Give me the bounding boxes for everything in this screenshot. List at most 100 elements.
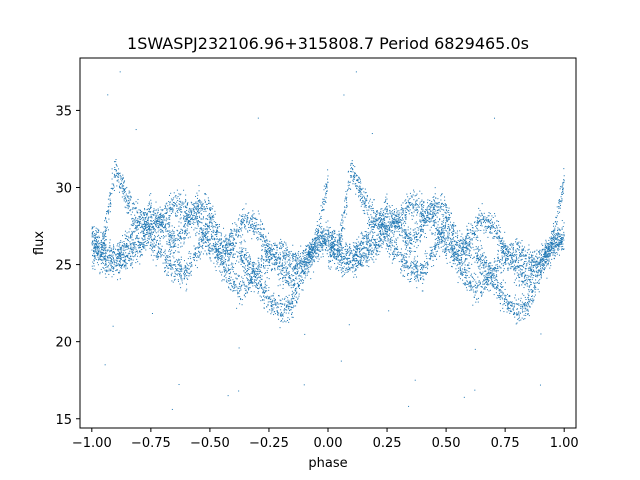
data-point bbox=[339, 249, 341, 251]
data-point bbox=[152, 244, 154, 246]
data-point bbox=[468, 282, 470, 284]
data-point bbox=[289, 257, 291, 259]
data-point bbox=[256, 278, 258, 280]
data-point bbox=[94, 257, 96, 259]
data-point bbox=[331, 255, 333, 257]
data-point bbox=[325, 240, 327, 242]
data-point bbox=[433, 248, 435, 250]
data-point bbox=[93, 240, 95, 242]
data-point bbox=[297, 286, 299, 288]
data-point bbox=[359, 195, 361, 197]
data-point bbox=[446, 219, 448, 221]
data-point bbox=[104, 233, 106, 235]
data-point bbox=[563, 233, 565, 235]
data-point bbox=[535, 255, 537, 257]
data-point bbox=[473, 291, 475, 293]
data-point bbox=[277, 258, 279, 259]
data-point bbox=[417, 270, 419, 272]
data-point bbox=[518, 314, 520, 316]
data-point bbox=[470, 275, 472, 277]
data-point bbox=[469, 286, 471, 288]
data-point bbox=[416, 260, 418, 262]
data-point bbox=[502, 251, 504, 253]
data-point bbox=[150, 233, 152, 235]
data-point bbox=[292, 254, 294, 256]
data-point bbox=[533, 299, 535, 301]
data-point bbox=[410, 262, 412, 264]
data-point bbox=[119, 187, 120, 189]
data-point bbox=[468, 285, 470, 287]
data-point bbox=[404, 276, 406, 278]
data-point bbox=[445, 206, 447, 208]
data-point bbox=[543, 255, 545, 257]
data-point bbox=[143, 235, 145, 237]
data-point bbox=[387, 244, 388, 246]
data-point bbox=[435, 205, 437, 207]
data-point bbox=[249, 279, 251, 281]
data-point bbox=[465, 274, 467, 276]
data-point bbox=[197, 210, 199, 212]
data-point bbox=[124, 238, 126, 240]
data-point bbox=[161, 254, 163, 256]
data-point bbox=[536, 272, 538, 274]
data-point bbox=[236, 286, 238, 288]
data-point bbox=[466, 283, 468, 285]
data-point bbox=[341, 218, 343, 220]
data-point bbox=[554, 255, 556, 257]
data-point bbox=[540, 274, 542, 276]
data-point bbox=[131, 233, 133, 235]
data-point bbox=[387, 238, 389, 240]
data-point bbox=[371, 238, 373, 240]
data-point bbox=[224, 271, 226, 273]
data-point bbox=[241, 251, 243, 253]
data-point bbox=[362, 197, 364, 199]
data-point bbox=[104, 236, 106, 238]
data-point bbox=[396, 252, 398, 254]
data-point bbox=[284, 257, 286, 259]
data-point bbox=[486, 277, 488, 279]
data-point bbox=[438, 243, 440, 245]
data-point bbox=[480, 254, 482, 256]
data-point bbox=[410, 264, 412, 266]
data-point bbox=[292, 256, 294, 258]
data-point bbox=[481, 292, 483, 294]
data-point bbox=[428, 257, 430, 259]
data-point bbox=[233, 281, 235, 283]
data-point bbox=[535, 279, 537, 281]
data-point bbox=[551, 238, 553, 240]
data-point bbox=[176, 269, 178, 271]
data-point bbox=[341, 246, 343, 248]
data-point bbox=[343, 212, 345, 214]
data-point bbox=[381, 227, 383, 229]
data-point bbox=[378, 218, 380, 220]
data-point bbox=[303, 250, 305, 252]
data-point bbox=[256, 277, 258, 279]
data-point bbox=[536, 266, 538, 268]
data-point bbox=[181, 232, 183, 234]
data-point bbox=[546, 250, 548, 252]
data-point bbox=[362, 235, 364, 237]
data-point bbox=[461, 247, 463, 249]
data-point bbox=[126, 200, 128, 202]
data-point bbox=[509, 244, 511, 246]
data-point bbox=[536, 275, 538, 277]
data-point bbox=[366, 199, 368, 201]
data-point bbox=[130, 234, 132, 236]
data-point bbox=[511, 305, 513, 307]
data-point bbox=[358, 191, 359, 193]
data-point bbox=[285, 242, 287, 244]
data-point bbox=[508, 295, 510, 297]
data-point bbox=[326, 183, 328, 185]
data-point bbox=[143, 230, 145, 232]
data-point bbox=[524, 255, 526, 257]
data-point bbox=[442, 228, 444, 230]
data-point bbox=[158, 221, 160, 223]
data-point bbox=[252, 272, 254, 274]
data-point bbox=[498, 296, 500, 298]
data-point bbox=[359, 185, 361, 187]
data-point bbox=[180, 259, 182, 260]
data-point bbox=[156, 258, 158, 260]
data-point bbox=[300, 253, 301, 255]
data-point bbox=[476, 290, 478, 292]
